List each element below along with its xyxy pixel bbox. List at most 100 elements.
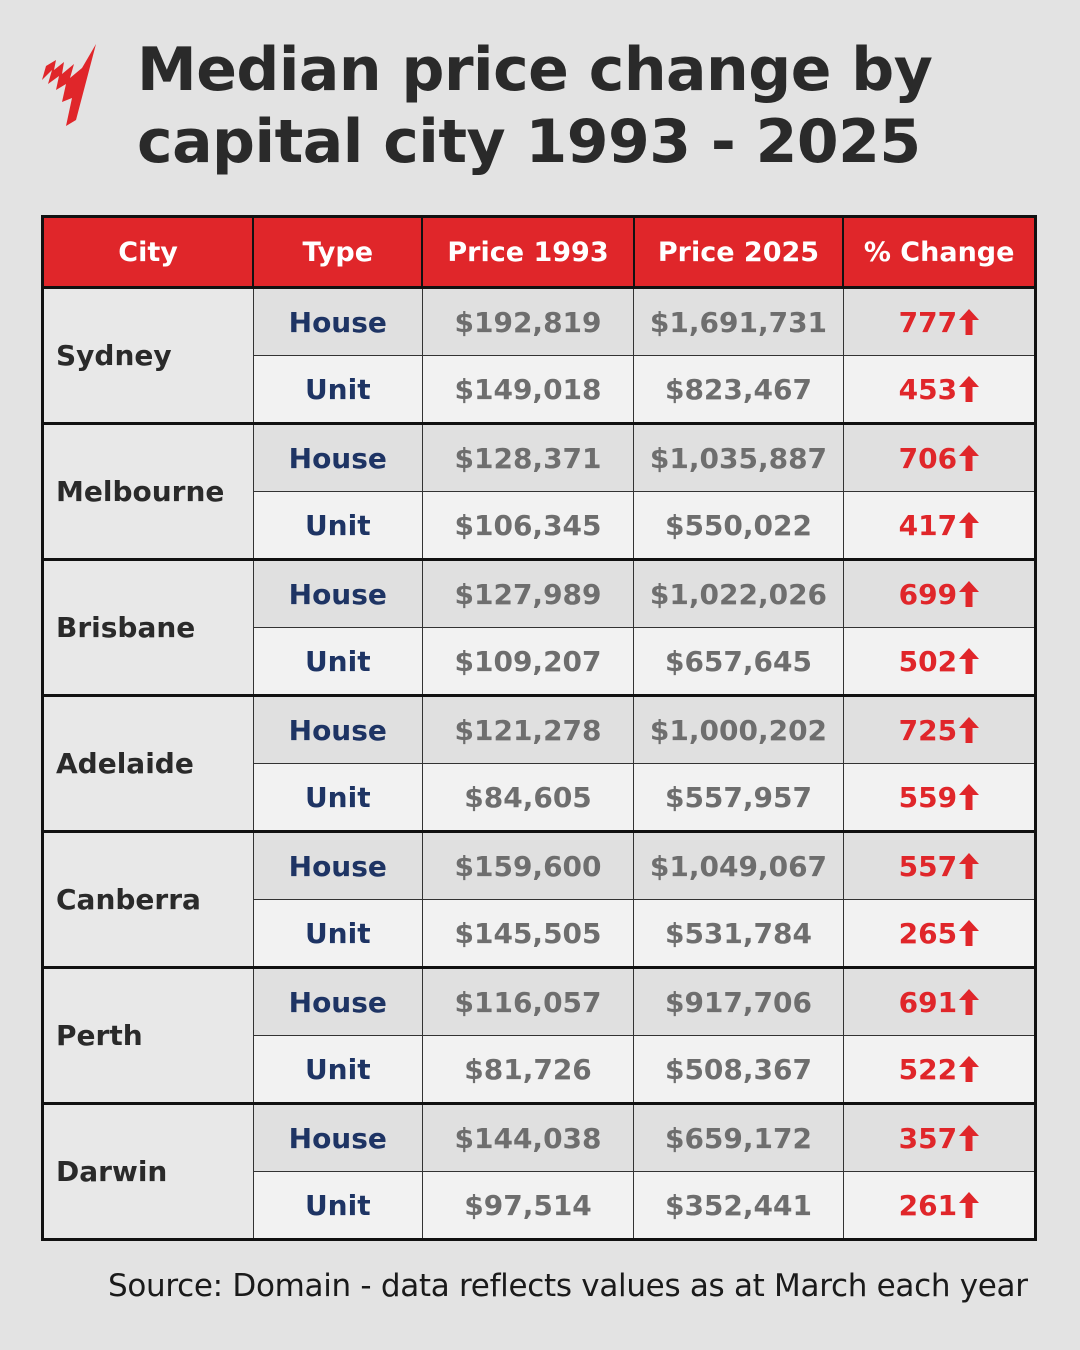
title-line-2: capital city 1993 - 2025: [137, 107, 921, 177]
table-header-row: City Type Price 1993 Price 2025 % Change: [41, 215, 1037, 289]
price-1993-cell: $81,726: [421, 1035, 635, 1104]
price-2025-cell: $1,000,202: [633, 694, 844, 764]
up-arrow-icon: [959, 1191, 980, 1218]
change-value: 502: [898, 644, 958, 678]
price-1993-cell: $192,819: [421, 286, 635, 356]
price-2025-cell: $1,691,731: [633, 286, 844, 356]
type-cell: House: [252, 422, 423, 492]
source-note: Source: Domain - data reflects values as…: [108, 1268, 1028, 1304]
column-header-type: Type: [252, 215, 424, 289]
change-value: 522: [898, 1052, 958, 1086]
title-line-1: Median price change by: [137, 35, 933, 105]
up-arrow-icon: [959, 783, 980, 810]
type-cell: House: [252, 286, 423, 356]
table-row: Darwin House $144,038 $659,172 357: [42, 1102, 1037, 1240]
change-cell: 357: [842, 1102, 1037, 1172]
up-arrow-icon: [959, 1124, 980, 1151]
up-arrow-icon: [959, 511, 980, 538]
change-cell: 557: [842, 830, 1037, 900]
change-value: 699: [898, 577, 958, 611]
price-2025-cell: $352,441: [633, 1171, 844, 1240]
table-row: Melbourne House $128,371 $1,035,887 706: [42, 422, 1037, 560]
change-value: 265: [898, 916, 958, 950]
page-title: Median price change by capital city 1993…: [137, 34, 1037, 178]
column-header-price-2025: Price 2025: [632, 215, 845, 289]
price-1993-cell: $149,018: [421, 355, 635, 424]
table-row: Unit $106,345 $550,022 417: [43, 491, 1037, 560]
type-cell: Unit: [252, 763, 423, 832]
column-header-price-1993: Price 1993: [421, 215, 635, 289]
price-2025-cell: $508,367: [633, 1035, 844, 1104]
price-2025-cell: $917,706: [633, 966, 844, 1036]
price-1993-cell: $97,514: [421, 1171, 635, 1240]
type-cell: House: [252, 1102, 423, 1172]
up-arrow-icon: [959, 580, 980, 607]
price-2025-cell: $1,035,887: [633, 422, 844, 492]
change-value: 691: [898, 985, 958, 1019]
price-2025-cell: $531,784: [633, 899, 844, 968]
table-row: Sydney House $192,819 $1,691,731 777: [42, 286, 1037, 424]
change-cell: 502: [842, 627, 1037, 696]
up-arrow-icon: [959, 852, 980, 879]
change-cell: 777: [842, 286, 1037, 356]
up-arrow-icon: [959, 308, 980, 335]
type-cell: Unit: [252, 899, 423, 968]
change-value: 706: [898, 441, 958, 475]
city-cell: Brisbane: [42, 558, 254, 696]
price-2025-cell: $659,172: [633, 1102, 844, 1172]
price-1993-cell: $116,057: [421, 966, 635, 1036]
price-2025-cell: $557,957: [633, 763, 844, 832]
change-cell: 522: [842, 1035, 1037, 1104]
type-cell: Unit: [252, 355, 423, 424]
change-cell: 706: [842, 422, 1037, 492]
column-header-change: % Change: [842, 215, 1037, 289]
price-1993-cell: $127,989: [421, 558, 635, 628]
city-cell: Perth: [42, 966, 254, 1104]
price-table: City Type Price 1993 Price 2025 % Change…: [41, 215, 1037, 1241]
table-row: Adelaide House $121,278 $1,000,202 725: [42, 694, 1037, 832]
change-cell: 725: [842, 694, 1037, 764]
type-cell: Unit: [252, 491, 423, 560]
type-cell: House: [252, 558, 423, 628]
price-1993-cell: $106,345: [421, 491, 635, 560]
type-cell: Unit: [252, 1035, 423, 1104]
price-1993-cell: $109,207: [421, 627, 635, 696]
up-arrow-icon: [959, 647, 980, 674]
city-cell: Canberra: [42, 830, 254, 968]
price-2025-cell: $550,022: [633, 491, 844, 560]
table-row: Canberra House $159,600 $1,049,067 557: [42, 830, 1037, 968]
change-value: 777: [898, 305, 958, 339]
price-1993-cell: $145,505: [421, 899, 635, 968]
change-cell: 691: [842, 966, 1037, 1036]
type-cell: Unit: [252, 627, 423, 696]
change-cell: 699: [842, 558, 1037, 628]
city-cell: Adelaide: [42, 694, 254, 832]
change-value: 453: [898, 372, 958, 406]
table-row: Unit $149,018 $823,467 453: [43, 355, 1037, 424]
change-cell: 265: [842, 899, 1037, 968]
change-cell: 261: [842, 1171, 1037, 1240]
type-cell: Unit: [252, 1171, 423, 1240]
change-cell: 453: [842, 355, 1037, 424]
table-row: Perth House $116,057 $917,706 691: [42, 966, 1037, 1104]
change-cell: 559: [842, 763, 1037, 832]
up-arrow-icon: [959, 716, 980, 743]
price-2025-cell: $823,467: [633, 355, 844, 424]
price-1993-cell: $159,600: [421, 830, 635, 900]
change-cell: 417: [842, 491, 1037, 560]
up-arrow-icon: [959, 444, 980, 471]
city-cell: Darwin: [42, 1102, 254, 1240]
price-1993-cell: $144,038: [421, 1102, 635, 1172]
up-arrow-icon: [959, 1055, 980, 1082]
change-value: 725: [898, 713, 958, 747]
price-1993-cell: $121,278: [421, 694, 635, 764]
price-1993-cell: $128,371: [421, 422, 635, 492]
change-value: 261: [898, 1188, 958, 1222]
change-value: 557: [898, 849, 958, 883]
column-header-city: City: [41, 215, 255, 289]
price-2025-cell: $1,049,067: [633, 830, 844, 900]
table-row: Unit $84,605 $557,957 559: [43, 763, 1037, 832]
change-value: 559: [898, 780, 958, 814]
price-2025-cell: $657,645: [633, 627, 844, 696]
city-cell: Sydney: [42, 286, 254, 424]
